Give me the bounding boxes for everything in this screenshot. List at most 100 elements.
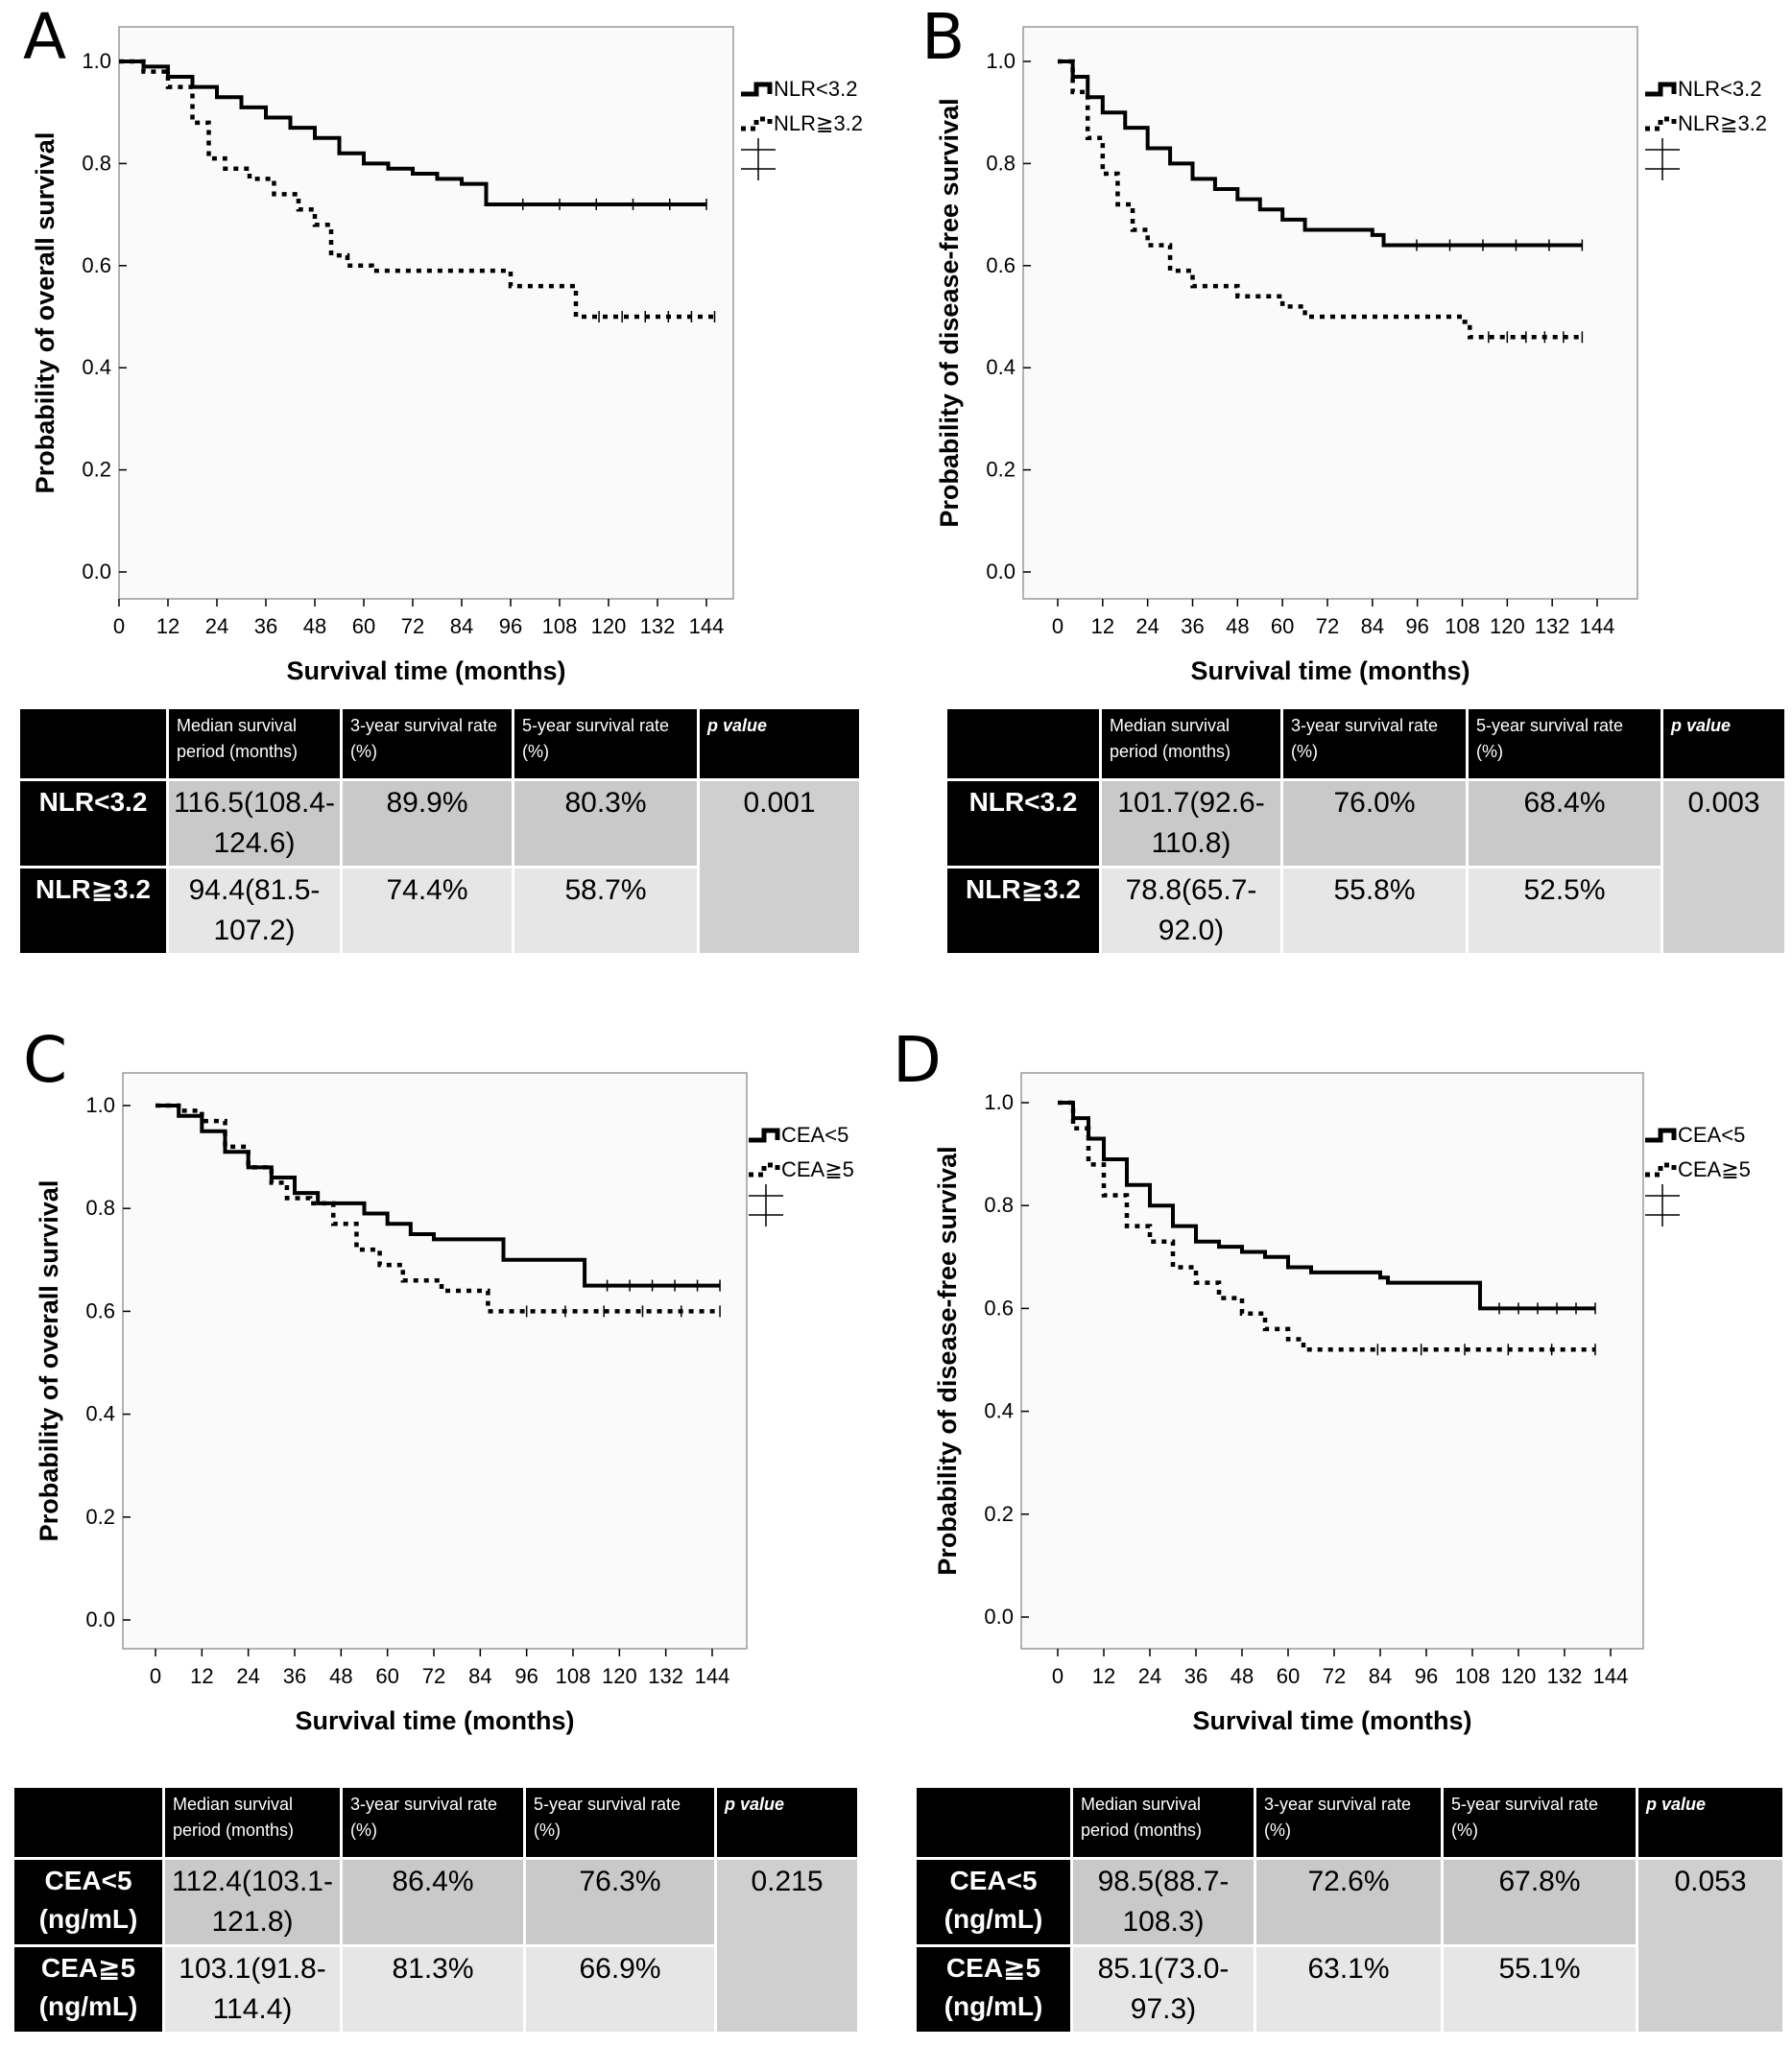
x-tick-label: 108 [1445,614,1480,638]
x-tick-label: 120 [1501,1664,1537,1688]
x-tick-label: 0 [150,1664,161,1688]
y-tick-label: 1.0 [986,49,1015,73]
legend-label: NLR<3.2 [1678,77,1761,101]
y-tick-label: 0.8 [986,151,1015,175]
x-axis-label: Survival time (months) [1192,1706,1471,1735]
x-tick-label: 96 [499,614,522,638]
survival-curve-solid [1058,1101,1595,1311]
header-3year: 3-year survival rate (%) [343,1788,523,1857]
y-tick-label: 0.8 [984,1193,1014,1217]
header-3year: 3-year survival rate (%) [1283,709,1466,778]
header-pvalue: p value [717,1788,857,1857]
x-tick-label: 84 [450,614,473,638]
legend-swatch-dashed [1645,1162,1677,1178]
year5-cell: 58.7% [514,869,697,953]
y-axis-label: Probability of overall survival [35,1180,63,1542]
x-tick-label: 132 [1547,1664,1583,1688]
y-tick-label: 0.6 [986,253,1015,277]
x-tick-label: 48 [329,1664,352,1688]
p-value-cell: 0.001 [700,781,859,953]
header-3year: 3-year survival rate (%) [343,709,512,778]
x-tick-label: 108 [1455,1664,1491,1688]
table-corner [20,709,166,778]
y-tick-label: 0.0 [986,559,1015,583]
x-tick-label: 144 [689,614,725,638]
x-tick-label: 132 [1535,614,1570,638]
x-tick-label: 0 [1052,614,1063,638]
x-tick-label: 24 [1135,614,1159,638]
x-tick-label: 48 [1231,1664,1254,1688]
x-tick-label: 24 [1138,1664,1161,1688]
row-label: CEA≧5 (ng/mL) [14,1947,162,2032]
x-tick-label: 96 [1415,1664,1438,1688]
x-tick-label: 36 [1181,614,1204,638]
x-tick-label: 84 [1361,614,1384,638]
header-median: Median survival period (months) [1102,709,1280,778]
p-value-cell: 0.215 [717,1860,857,2032]
km-plot: 0.0 0.2 0.4 0.6 0.8 1.0 0 12 24 36 48 60 72 84 96 108 12… [35,1072,854,1735]
panel-letter: C [23,1023,68,1097]
y-tick-label: 0.4 [984,1399,1014,1423]
year5-cell: 52.5% [1469,869,1661,953]
x-tick-label: 12 [1091,614,1114,638]
x-axis-label: Survival time (months) [1190,656,1469,685]
plot-area [122,1072,748,1650]
row-label: CEA≧5 (ng/mL) [917,1947,1070,2032]
median-cell: 78.8(65.7-92.0) [1102,869,1280,953]
header-3year: 3-year survival rate (%) [1256,1788,1441,1857]
x-tick-label: 36 [283,1664,306,1688]
median-cell: 103.1(91.8-114.4) [165,1947,340,2032]
y-tick-label: 0.0 [85,1607,115,1631]
header-5year: 5-year survival rate (%) [1469,709,1661,778]
legend-label: CEA≧5 [1678,1157,1751,1181]
legend-swatch-dashed [1645,116,1677,131]
header-median: Median survival period (months) [165,1788,340,1857]
y-tick-label: 0.6 [85,1298,115,1322]
survival-curve-dashed [1058,1100,1595,1352]
y-tick-label: 0.8 [82,151,111,175]
km-plot: 0.0 0.2 0.4 0.6 0.8 1.0 0 12 24 36 48 60 72 84 96 108 12… [935,26,1767,685]
y-tick-label: 1.0 [85,1093,115,1117]
p-value-cell: 0.003 [1663,781,1784,953]
y-tick-label: 0.4 [986,355,1015,379]
y-tick-label: 0.4 [85,1402,115,1426]
median-cell: 112.4(103.1-121.8) [165,1860,340,1944]
y-tick-label: 1.0 [82,49,111,73]
legend-swatch-dashed [741,116,773,131]
table-corner [917,1788,1070,1857]
x-tick-label: 72 [422,1664,445,1688]
year3-cell: 89.9% [343,781,512,866]
x-tick-label: 132 [648,1664,683,1688]
year3-cell: 86.4% [343,1860,523,1944]
y-axis-label: Probability of overall survival [31,132,60,494]
x-tick-label: 108 [556,1664,591,1688]
legend-swatch-solid [749,1128,780,1143]
x-tick-label: 84 [468,1664,491,1688]
legend-label: CEA≧5 [781,1157,854,1181]
legend-swatch-solid [1645,82,1677,97]
x-tick-label: 60 [1277,1664,1300,1688]
x-tick-label: 60 [375,1664,398,1688]
x-tick-label: 60 [352,614,375,638]
x-tick-label: 72 [1323,1664,1346,1688]
x-tick-label: 12 [1092,1664,1115,1688]
x-tick-label: 120 [602,1664,637,1688]
legend-swatch-dashed [749,1162,780,1178]
panel-letter: B [921,0,966,74]
y-axis-label: Probability of disease-free survival [935,98,964,527]
legend-swatch-solid [741,82,773,97]
x-tick-label: 60 [1271,614,1294,638]
x-tick-label: 120 [1490,614,1525,638]
y-tick-label: 0.2 [82,458,111,482]
x-tick-label: 24 [236,1664,259,1688]
x-tick-label: 48 [303,614,326,638]
median-cell: 98.5(88.7-108.3) [1073,1860,1254,1944]
survival-curve-dashed [1058,59,1583,340]
y-tick-label: 0.2 [984,1502,1014,1526]
year3-cell: 55.8% [1283,869,1466,953]
row-label: CEA<5 (ng/mL) [917,1860,1070,1944]
legend-label: CEA<5 [1678,1123,1745,1147]
year5-cell: 80.3% [514,781,697,866]
x-tick-label: 48 [1226,614,1249,638]
row-label: NLR≧3.2 [947,869,1099,953]
